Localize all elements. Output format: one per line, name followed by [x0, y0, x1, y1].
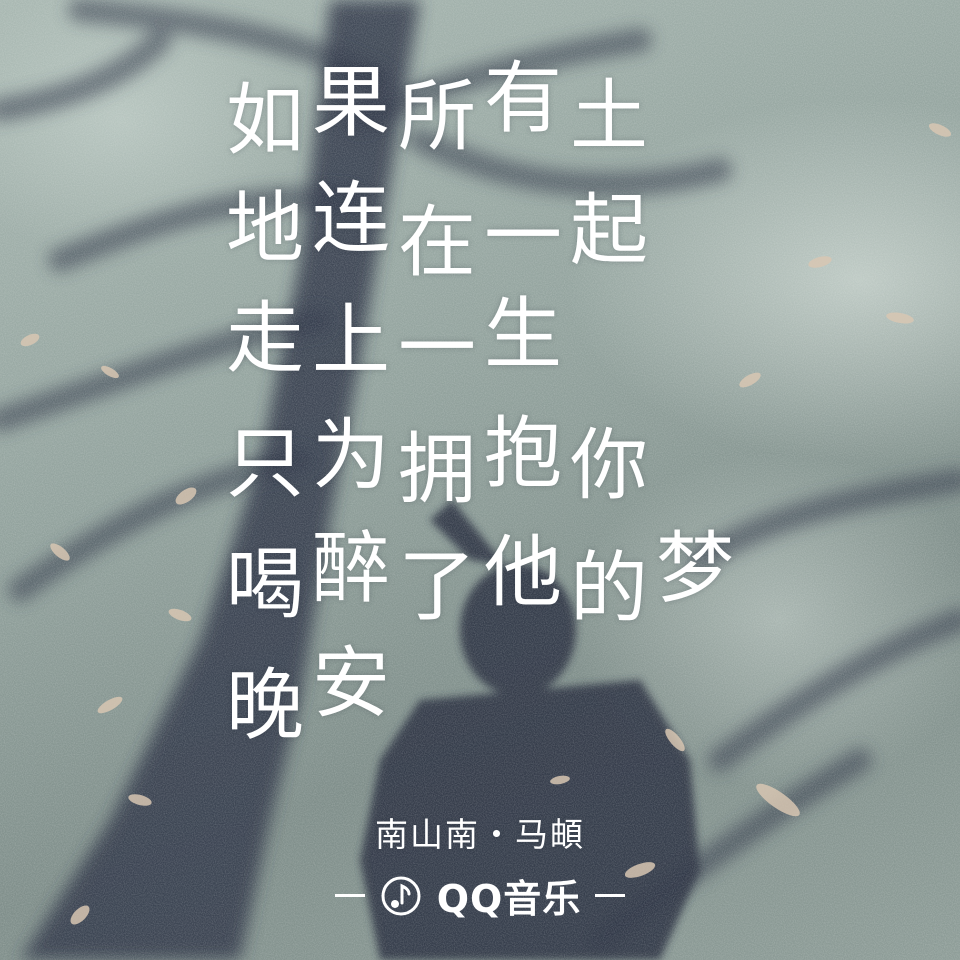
lyric-char: 他: [483, 528, 562, 618]
lyric-line-2: 地 连 在 一 起: [222, 180, 652, 288]
lyric-line-5: 喝 醉 了 他 的 梦: [222, 530, 738, 628]
brand-name: QQ音乐: [436, 877, 582, 921]
lyric-char: 安: [311, 639, 390, 729]
lyric-char: 了: [397, 542, 476, 632]
lyric-char: 有: [483, 54, 562, 144]
lyric-char: 所: [397, 72, 476, 162]
lyric-char: 醉: [311, 524, 390, 614]
lyric-char: 为: [311, 411, 390, 501]
lyric-char: 晚: [225, 661, 304, 751]
lyric-char: 在: [397, 198, 476, 288]
right-dash: [595, 894, 626, 897]
lyric-char: 上: [311, 296, 390, 386]
lyric-char: 地: [225, 184, 304, 274]
lyric-char: 只: [225, 419, 304, 509]
lyric-char: 如: [225, 76, 304, 166]
lyric-char: 一: [483, 192, 562, 282]
lyric-char: 你: [569, 421, 648, 511]
song-credit: 南山南・马頔: [375, 815, 585, 854]
lyric-char: 走: [225, 294, 304, 384]
lyric-char: 连: [311, 174, 390, 264]
lyric-char: 梦: [655, 524, 734, 614]
lyric-char: 抱: [483, 409, 562, 499]
lyric-char: 拥: [397, 425, 476, 515]
lyric-char: 的: [569, 544, 648, 634]
lyric-char: 喝: [225, 540, 304, 630]
lyric-char: 生: [483, 290, 562, 380]
lyric-line-6: 晚 安: [222, 645, 394, 745]
lyric-char: 土: [569, 72, 648, 162]
lyric-char: 起: [569, 186, 648, 276]
fallen-leaves: [20, 123, 952, 925]
left-dash: [334, 894, 365, 897]
lyric-line-3: 走 上 一 生: [222, 294, 566, 394]
qq-music-watermark: QQ音乐: [0, 868, 960, 923]
lyric-line-1: 如 果 所 有 土: [222, 60, 652, 166]
music-note-icon: [381, 876, 421, 915]
lyric-char: 一: [397, 304, 476, 394]
lyric-char: 果: [311, 58, 390, 148]
lyric-line-4: 只 为 拥 抱 你: [222, 415, 652, 509]
